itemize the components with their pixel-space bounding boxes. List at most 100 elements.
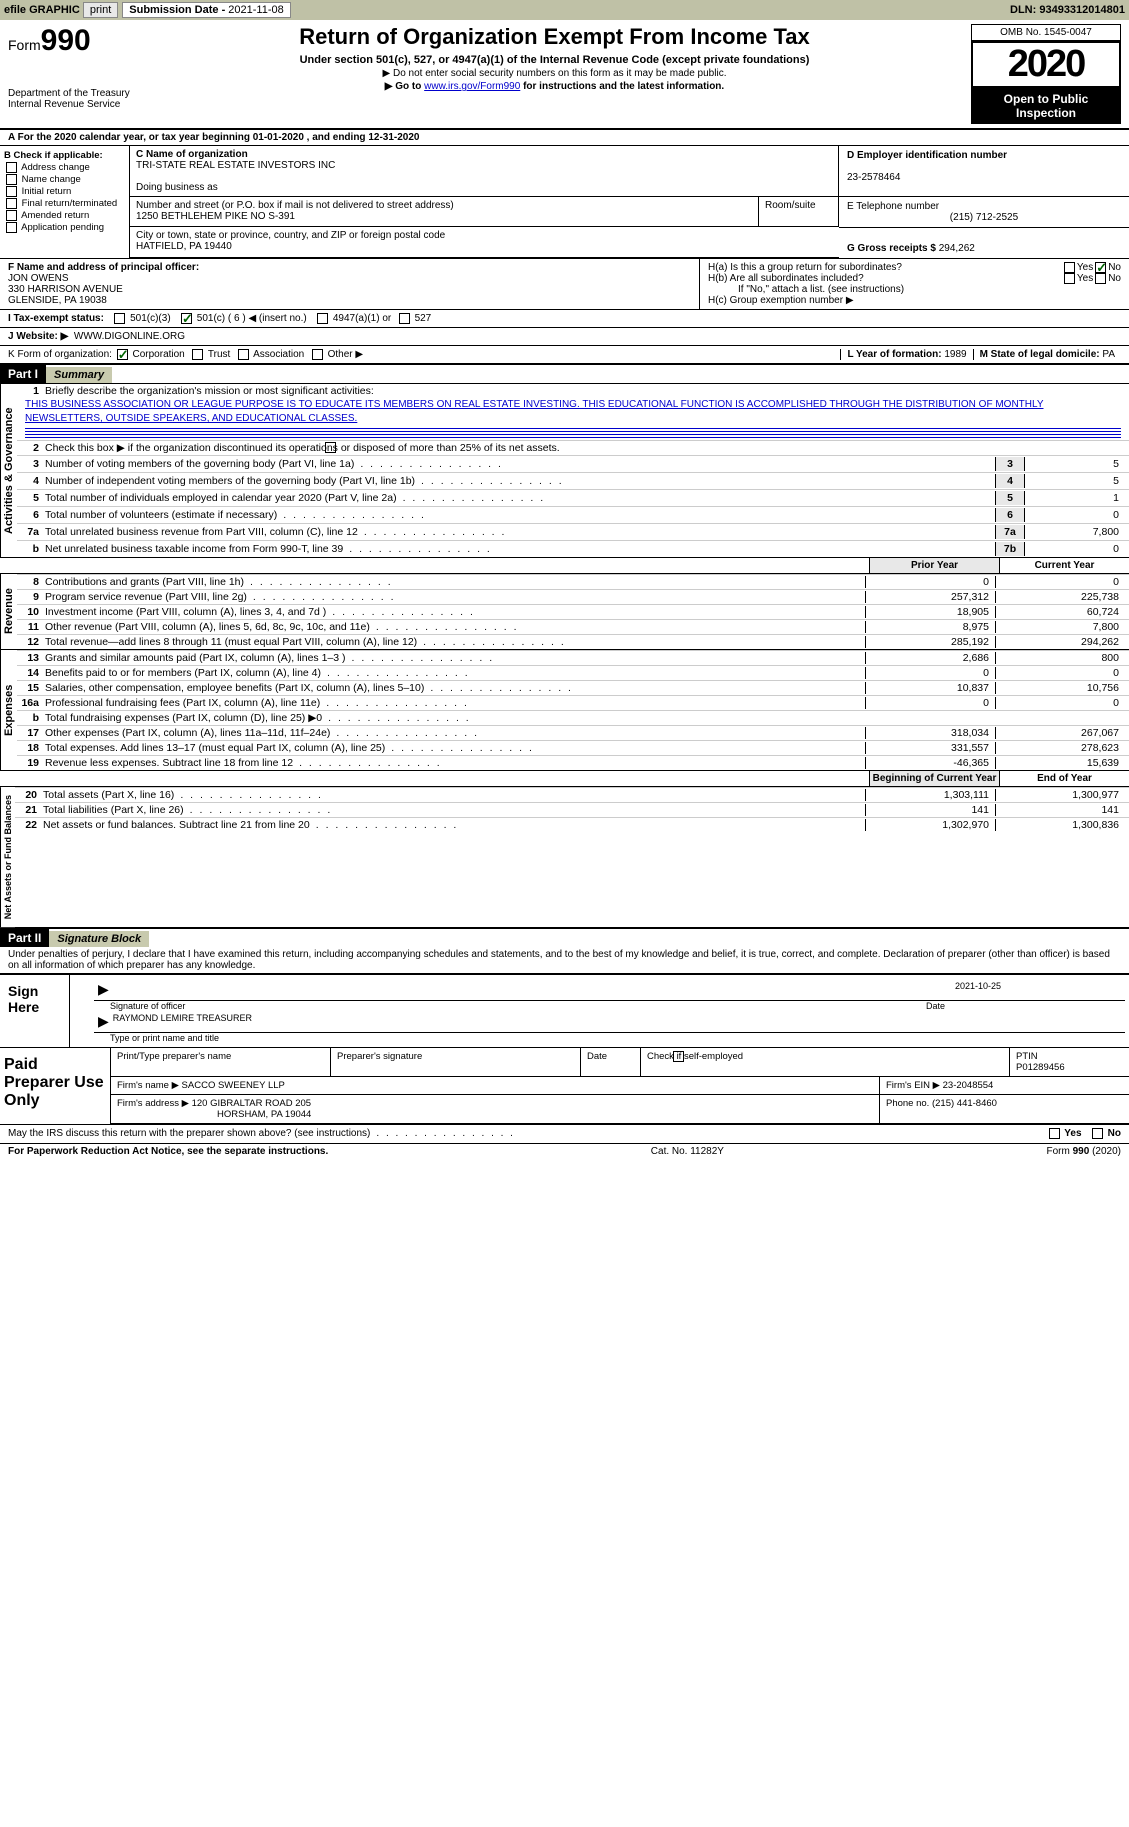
i-4947: 4947(a)(1) or <box>333 313 391 324</box>
fin-line: 9Program service revenue (Part VIII, lin… <box>17 589 1129 604</box>
sign-right: ▶ 2021-10-25 Signature of officerDate ▶ … <box>70 975 1129 1047</box>
page-footer: For Paperwork Reduction Act Notice, see … <box>0 1143 1129 1159</box>
prior-year-hdr: Prior Year <box>869 558 999 573</box>
discuss-text: May the IRS discuss this return with the… <box>8 1128 515 1139</box>
colb-checkbox[interactable] <box>6 222 17 233</box>
firm-addr-cell: Firm's address ▶ 120 GIBRALTAR ROAD 205H… <box>110 1095 879 1123</box>
addr-value: 1250 BETHLEHEM PIKE NO S-391 <box>136 211 295 222</box>
k-checkbox[interactable] <box>238 349 249 360</box>
gross-box: G Gross receipts $ 294,262 <box>839 227 1129 258</box>
print-name-label: Type or print name and title <box>110 1033 1125 1043</box>
i-4947-checkbox[interactable] <box>317 313 328 324</box>
colb-checkbox[interactable] <box>6 162 17 173</box>
website-value: WWW.DIGONLINE.ORG <box>74 331 185 342</box>
prep-date-hdr: Date <box>580 1048 640 1076</box>
top-grid: B Check if applicable: Address change Na… <box>0 146 1129 258</box>
discuss-yes: Yes <box>1064 1129 1081 1140</box>
declaration-text: Under penalties of perjury, I declare th… <box>0 947 1129 973</box>
city-value: HATFIELD, PA 19440 <box>136 241 232 252</box>
colb-checkbox[interactable] <box>6 174 17 185</box>
hb-text: H(b) Are all subordinates included? <box>708 273 1062 284</box>
header-right: OMB No. 1545-0047 2020 Open to Public In… <box>971 24 1121 124</box>
discuss-no-checkbox[interactable] <box>1092 1128 1103 1139</box>
hc-text: H(c) Group exemption number ▶ <box>708 295 1121 306</box>
tel-value: (215) 712-2525 <box>847 212 1121 223</box>
note-link: ▶ Go to www.irs.gov/Form990 for instruct… <box>138 81 971 92</box>
f-label: F Name and address of principal officer: <box>8 262 199 273</box>
i-501c3-checkbox[interactable] <box>114 313 125 324</box>
i-527-checkbox[interactable] <box>399 313 410 324</box>
prep-label: Paid Preparer Use Only <box>0 1048 110 1124</box>
row-a-period: A For the 2020 calendar year, or tax yea… <box>0 130 1129 146</box>
irs-link[interactable]: www.irs.gov/Form990 <box>424 81 520 92</box>
ha-yes-label: Yes <box>1077 262 1093 273</box>
tel-box: E Telephone number (215) 712-2525 <box>839 197 1129 227</box>
k-checkbox[interactable] <box>192 349 203 360</box>
colb-checkbox[interactable] <box>6 210 17 221</box>
print-button[interactable]: print <box>83 2 118 18</box>
ha-no-checkbox[interactable] <box>1095 262 1106 273</box>
dba-label: Doing business as <box>136 182 218 193</box>
officer-addr2: GLENSIDE, PA 19038 <box>8 295 107 306</box>
inspect-line2: Inspection <box>973 106 1119 120</box>
period-text: A For the 2020 calendar year, or tax yea… <box>8 132 419 143</box>
gov-line: bNet unrelated business taxable income f… <box>17 540 1129 557</box>
firm-phone-cell: Phone no. (215) 441-8460 <box>879 1095 1129 1123</box>
exp-content: 13Grants and similar amounts paid (Part … <box>17 650 1129 770</box>
org-name: TRI-STATE REAL ESTATE INVESTORS INC <box>136 160 335 171</box>
q1-text: Briefly describe the organization's miss… <box>45 385 1125 397</box>
colb-item: Name change <box>4 174 125 185</box>
i-501c-checkbox[interactable] <box>181 313 192 324</box>
gross-label: G Gross receipts $ <box>847 243 939 254</box>
fin-line: 19Revenue less expenses. Subtract line 1… <box>17 755 1129 770</box>
k-checkbox[interactable] <box>117 349 128 360</box>
addr-label: Number and street (or P.O. box if mail i… <box>136 200 454 211</box>
room-label: Room/suite <box>759 197 839 227</box>
colb-checkbox[interactable] <box>6 186 17 197</box>
firm-ein-cell: Firm's EIN ▶ 23-2048554 <box>879 1077 1129 1094</box>
i-501c3: 501(c)(3) <box>130 313 171 324</box>
dept-irs: Internal Revenue Service <box>8 99 138 110</box>
f-block: F Name and address of principal officer:… <box>0 259 699 309</box>
part2-header: Part IISignature Block <box>0 929 1129 947</box>
gross-value: 294,262 <box>939 243 975 254</box>
note2-prefix: ▶ Go to <box>385 81 424 92</box>
colb-item: Address change <box>4 162 125 173</box>
footer-right: Form 990 (2020) <box>1047 1146 1121 1157</box>
fin-line: 12Total revenue—add lines 8 through 11 (… <box>17 634 1129 649</box>
sig-date-label: Date <box>926 1001 945 1011</box>
form-header: Form990 Department of the Treasury Inter… <box>0 20 1129 130</box>
colb-checkbox[interactable] <box>6 198 17 209</box>
part2-title: Signature Block <box>49 931 149 947</box>
ha-no-label: No <box>1108 262 1121 273</box>
ein-label: D Employer identification number <box>847 150 1007 161</box>
net-headers: X Beginning of Current Year End of Year <box>0 770 1129 786</box>
self-emp-checkbox[interactable] <box>673 1051 684 1062</box>
j-label: J Website: ▶ <box>8 331 68 342</box>
part1-title: Summary <box>46 367 112 383</box>
signature-block: Sign Here ▶ 2021-10-25 Signature of offi… <box>0 973 1129 1047</box>
gov-line: 6Total number of volunteers (estimate if… <box>17 506 1129 523</box>
mission-text: THIS BUSINESS ASSOCIATION OR LEAGUE PURP… <box>17 398 1129 426</box>
note2-suffix: for instructions and the latest informat… <box>520 81 724 92</box>
sig-line-1: ▶ 2021-10-25 <box>94 979 1125 1001</box>
hb-yes-checkbox[interactable] <box>1064 273 1075 284</box>
ha-yes-checkbox[interactable] <box>1064 262 1075 273</box>
officer-name: JON OWENS <box>8 273 69 284</box>
discuss-yes-checkbox[interactable] <box>1049 1128 1060 1139</box>
q2-checkbox[interactable] <box>325 442 336 453</box>
prep-sig-hdr: Preparer's signature <box>330 1048 580 1076</box>
ha-text: H(a) Is this a group return for subordin… <box>708 262 1062 273</box>
k-checkbox[interactable] <box>312 349 323 360</box>
firm-addr1: 120 GIBRALTAR ROAD 205 <box>192 1098 312 1109</box>
omb-number: OMB No. 1545-0047 <box>971 24 1121 41</box>
sign-date: 2021-10-25 <box>955 981 1001 998</box>
ptin-cell: PTINP01289456 <box>1009 1048 1129 1076</box>
l-label: L Year of formation: <box>847 349 944 360</box>
firm-ein-label: Firm's EIN ▶ <box>886 1080 940 1091</box>
discuss-row: May the IRS discuss this return with the… <box>0 1124 1129 1142</box>
form-title: Return of Organization Exempt From Incom… <box>138 24 971 50</box>
col-b-checkboxes: B Check if applicable: Address change Na… <box>0 146 130 258</box>
col-b-label: B Check if applicable: <box>4 150 103 161</box>
hb-no-checkbox[interactable] <box>1095 273 1106 284</box>
